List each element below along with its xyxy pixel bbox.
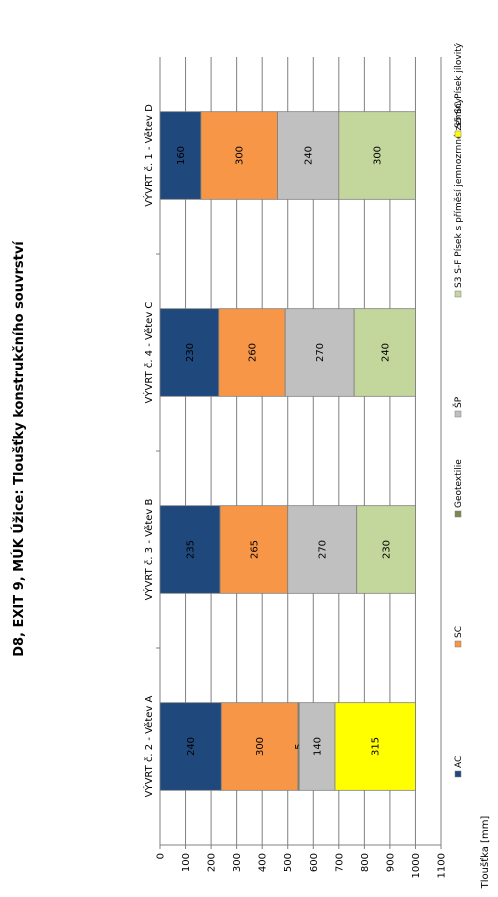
legend-swatch: [454, 770, 462, 778]
tick-label: 400: [258, 853, 269, 872]
legend-label: SC: [454, 626, 464, 638]
tick-label: 900: [385, 853, 396, 872]
category-labels: VÝVRT č. 2 - Větev A VÝVRT č. 3 - Větev B…: [142, 104, 155, 797]
bar-value-label: 140: [313, 737, 324, 756]
bar-value-label: 300: [255, 737, 266, 756]
legend-swatch: [454, 290, 462, 298]
legend-label: ŠP: [452, 396, 464, 408]
tick-label: 300: [232, 853, 243, 872]
bar-value-label: 270: [315, 343, 326, 362]
value-ticks: 0 100 200 300 400 500 600 700 800 900 1000 1100: [156, 845, 448, 878]
bar-value-label: 300: [373, 146, 384, 165]
legend-swatch: [454, 130, 462, 138]
legend-label: AC: [454, 756, 464, 768]
legend-label: S3 S-F Písek s příměsí jemnozrnné zeminy: [453, 97, 464, 288]
value-axis-title: Tloušťka [mm]: [479, 816, 491, 890]
category-label: VÝVRT č. 1 - Větev D: [142, 104, 155, 207]
chart-title: D8, EXIT 9, MÚK Úžice: Tloušťky konstruk…: [11, 240, 27, 657]
bar-value-label: 270: [318, 540, 329, 559]
tick-label: 600: [309, 853, 320, 872]
bar-value-label: 260: [247, 343, 258, 362]
bars: 2403005140315235265270230230260270240160…: [159, 111, 416, 791]
category-label: VÝVRT č. 4 - Větev C: [142, 302, 155, 404]
tick-label: 0: [156, 853, 167, 859]
bar-value-label: 300: [235, 146, 246, 165]
bar-value-label: 230: [185, 343, 196, 362]
tick-label: 800: [360, 853, 371, 872]
tick-label: 200: [207, 853, 218, 872]
tick-label: 700: [334, 853, 345, 872]
bar-segment: [338, 111, 416, 200]
tick-label: 100: [181, 853, 192, 872]
category-label: VÝVRT č. 3 - Větev B: [142, 498, 155, 600]
bar-value-label: 240: [380, 343, 391, 362]
bar-value-label: 240: [304, 146, 315, 165]
category-label: VÝVRT č. 2 - Větev A: [142, 695, 155, 797]
bar-segment: [334, 702, 416, 791]
tick-label: 1000: [411, 853, 422, 878]
bar-segment: [353, 308, 416, 397]
bar-value-label: 160: [176, 146, 187, 165]
tick-label: 500: [283, 853, 294, 872]
legend-swatch: [454, 640, 462, 648]
legend-label: Geotextilie: [454, 459, 464, 508]
bar-value-label: 315: [371, 737, 382, 756]
bar-value-label: 230: [382, 540, 393, 559]
legend-label: S5 SC Písek jílovitý: [454, 42, 464, 128]
tick-label: 1100: [437, 853, 448, 878]
bar-value-label: 240: [186, 737, 197, 756]
bar-segment: [356, 505, 416, 594]
legend: AC SC Geotextilie ŠP S3 S-F Písek s příměsí …: [452, 42, 464, 778]
legend-swatch: [454, 410, 462, 418]
legend-swatch: [454, 510, 462, 518]
bar-value-label: 235: [186, 540, 197, 559]
bar-value-label: 265: [249, 540, 260, 559]
